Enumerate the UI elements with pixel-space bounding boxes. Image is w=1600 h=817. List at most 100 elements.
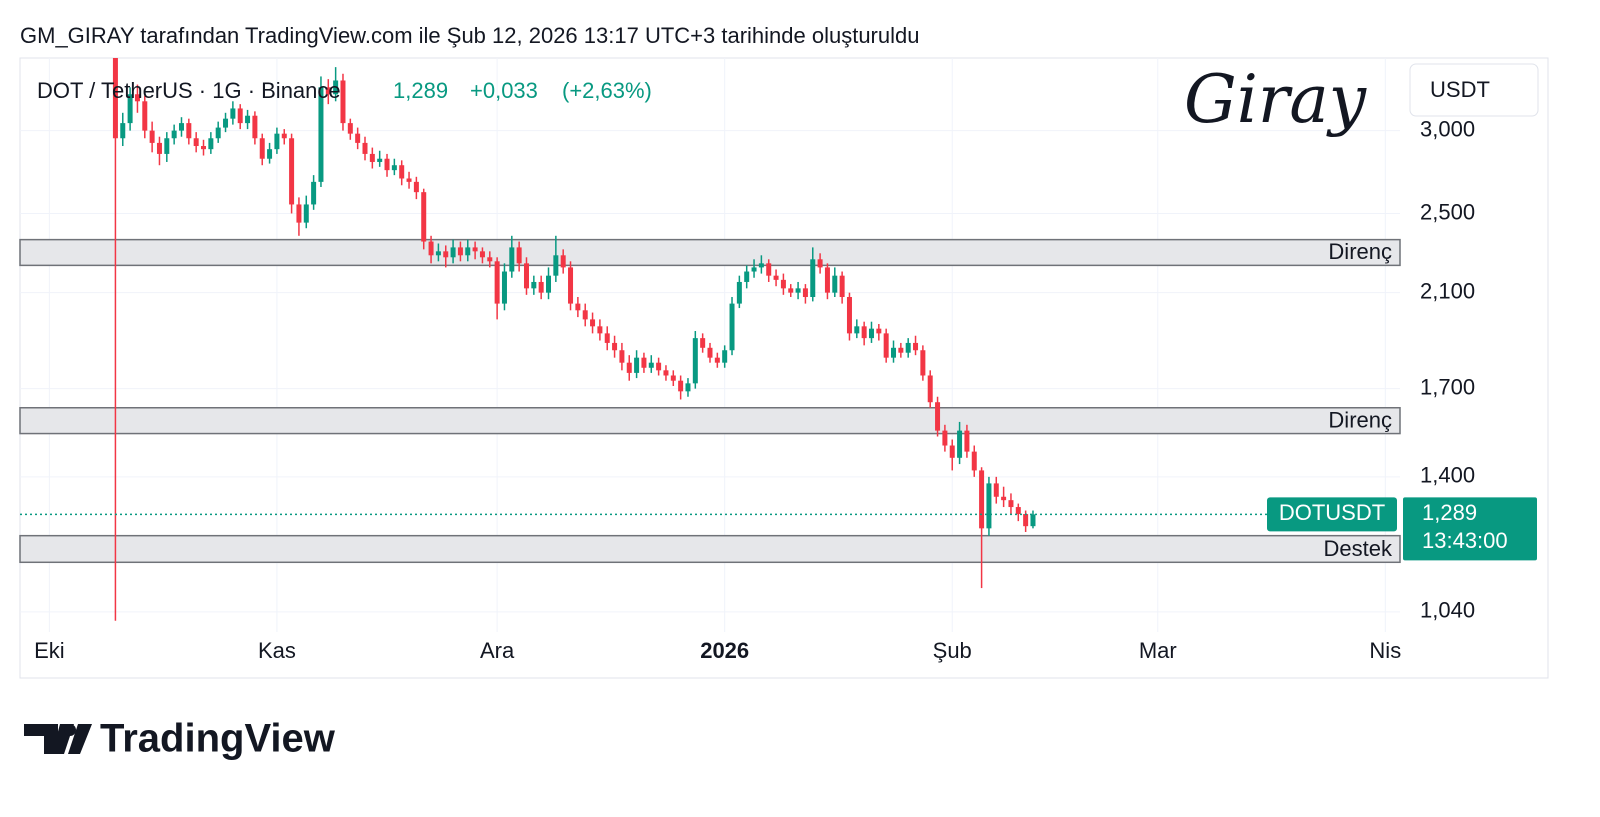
y-tick-label: 2,100	[1420, 278, 1475, 303]
candle-body	[450, 247, 456, 258]
candle-body	[259, 138, 265, 159]
y-tick-label: 1,400	[1420, 463, 1475, 488]
candle-body	[347, 123, 353, 134]
candle-body	[626, 362, 632, 373]
candle-body	[986, 483, 992, 529]
x-tick-label: Eki	[34, 638, 65, 663]
candle-body	[120, 123, 126, 139]
chart-frame	[19, 57, 1549, 679]
candle-body	[568, 267, 574, 304]
candle-body	[612, 342, 618, 351]
candle-body	[208, 138, 214, 150]
candle-body	[311, 181, 317, 205]
candle-body	[112, 58, 118, 139]
candle-body	[384, 158, 390, 171]
currency-box[interactable]	[1409, 63, 1539, 117]
candle-body	[399, 165, 405, 179]
candle-body	[215, 127, 221, 139]
candle-body	[942, 430, 948, 446]
candle-body	[898, 347, 904, 353]
candle-body	[692, 338, 698, 384]
candle-body	[913, 342, 919, 351]
candle-body	[758, 263, 764, 268]
candle-body	[369, 153, 375, 162]
candle-body	[773, 275, 779, 280]
candle-body	[546, 275, 552, 293]
candle-body	[619, 350, 625, 363]
candle-body	[340, 80, 346, 124]
candle-body	[964, 430, 970, 452]
candle-body	[641, 357, 647, 368]
candle-body	[634, 357, 640, 373]
candle-body	[362, 142, 368, 154]
candle-body	[465, 247, 471, 256]
candle-body	[325, 87, 331, 95]
legend-change-pct: (+2,63%)	[562, 78, 652, 103]
candle-body	[149, 130, 155, 143]
legend-change: +0,033	[470, 78, 538, 103]
zone-label: Direnç	[1328, 239, 1392, 264]
candle-body	[274, 133, 280, 150]
x-tick-label: Kas	[258, 638, 296, 663]
candle-body	[223, 118, 229, 128]
candle-body	[1023, 514, 1029, 527]
candle-body	[457, 247, 463, 256]
x-tick-label: 2026	[700, 638, 749, 663]
candle-body	[935, 402, 941, 431]
candle-body	[575, 303, 581, 311]
candle-body	[670, 375, 676, 381]
candle-body	[854, 326, 860, 334]
x-tick-label: Ara	[480, 638, 515, 663]
candle-body	[201, 146, 207, 150]
candle-body	[472, 247, 478, 252]
candle-body	[435, 251, 441, 256]
candle-body	[421, 192, 427, 242]
candle-body	[891, 347, 897, 358]
candle-body	[560, 255, 566, 268]
candle-body	[245, 115, 251, 124]
candle-body	[289, 138, 295, 205]
candles	[112, 58, 1036, 621]
candle-body	[501, 271, 507, 304]
candle-body	[171, 130, 177, 139]
candle-body	[178, 123, 184, 131]
candle-body	[281, 133, 287, 139]
candle-body	[156, 142, 162, 154]
candle-body	[780, 279, 786, 289]
candle-body	[839, 275, 845, 298]
candle-body	[318, 87, 324, 182]
legend-last: 1,289	[393, 78, 448, 103]
candle-body	[810, 259, 816, 298]
candle-body	[193, 138, 199, 147]
candle-body	[744, 271, 750, 282]
x-tick-label: Nis	[1369, 638, 1401, 663]
zone	[19, 407, 1401, 435]
candle-body	[736, 281, 742, 304]
currency[interactable]: USDT	[1430, 77, 1490, 102]
candle-body	[883, 333, 889, 358]
logo-icon	[24, 724, 74, 754]
candle-body	[303, 204, 309, 223]
price-tag-label: 1,289	[1422, 500, 1477, 525]
candle-body	[516, 247, 522, 264]
candle-body	[700, 338, 706, 348]
candle-body	[186, 123, 192, 139]
candle-body	[714, 357, 720, 363]
candle-body	[494, 261, 500, 304]
candle-body	[751, 267, 757, 272]
candle-body	[604, 333, 610, 343]
candle-body	[333, 80, 339, 95]
candle-body	[1008, 500, 1014, 508]
legend-instrument: DOT / TetherUS · 1G · Binance	[37, 78, 341, 103]
candle-body	[868, 328, 874, 339]
logo-icon	[64, 724, 76, 736]
candle-body	[648, 362, 654, 368]
y-tick-label: 3,000	[1420, 116, 1475, 141]
candle-body	[127, 94, 133, 124]
countdown: 13:43:00	[1422, 528, 1508, 553]
candle-body	[971, 451, 977, 471]
candle-body	[1001, 496, 1007, 501]
candle-body	[832, 275, 838, 293]
candle-body	[296, 204, 302, 223]
